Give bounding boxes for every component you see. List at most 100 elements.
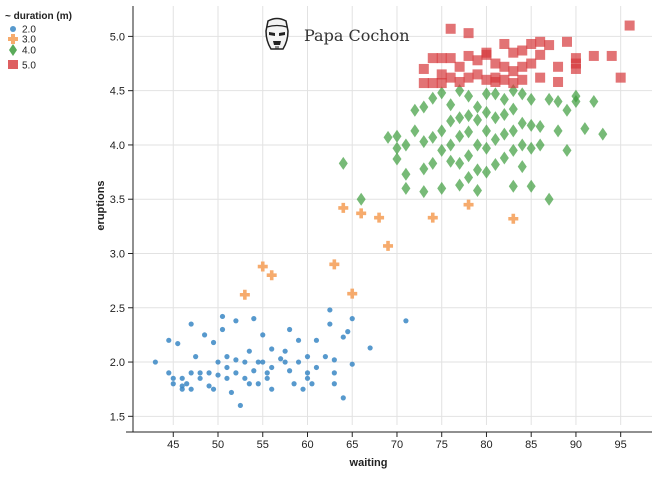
point-diamond <box>508 179 518 193</box>
point-square <box>436 53 447 64</box>
legend-label: 3.0 <box>22 35 36 46</box>
point-circle <box>264 375 270 381</box>
y-tick-label: 2.0 <box>110 357 125 369</box>
point-circle <box>251 368 257 374</box>
point-diamond <box>490 133 500 147</box>
x-tick-label: 65 <box>346 439 358 451</box>
point-diamond <box>464 171 474 185</box>
point-diamond <box>419 162 429 176</box>
point-diamond <box>508 124 518 138</box>
point-square <box>606 50 617 61</box>
point-circle <box>188 386 194 392</box>
y-axis-title: eruptions <box>95 180 107 230</box>
point-circle <box>210 386 217 392</box>
point-diamond <box>499 92 509 106</box>
point-plus <box>356 208 367 219</box>
point-circle <box>166 337 172 343</box>
point-diamond <box>419 135 429 149</box>
point-circle <box>331 357 337 363</box>
point-diamond <box>517 87 527 101</box>
point-plus <box>427 212 438 223</box>
point-square <box>517 74 528 85</box>
point-square <box>570 63 581 74</box>
point-circle <box>224 375 230 381</box>
point-diamond <box>544 92 554 106</box>
point-circle <box>175 340 181 347</box>
y-tick-label: 5.0 <box>110 31 125 43</box>
point-circle <box>331 370 337 376</box>
point-square <box>445 53 456 64</box>
x-tick-label: 90 <box>570 439 582 451</box>
point-circle <box>197 370 203 376</box>
point-diamond <box>428 130 438 144</box>
point-diamond <box>401 138 411 152</box>
point-circle <box>255 381 261 387</box>
point-square <box>561 36 572 47</box>
point-diamond <box>455 156 465 170</box>
legend-entry-5: 5.0 <box>8 60 36 72</box>
point-square <box>508 78 519 89</box>
point-diamond <box>428 91 438 105</box>
data-points <box>152 20 635 409</box>
point-diamond <box>499 108 509 122</box>
legend-label: 4.0 <box>22 46 36 57</box>
point-diamond <box>517 116 527 130</box>
point-circle <box>304 375 311 381</box>
point-circle <box>295 359 302 365</box>
point-circle <box>291 381 297 387</box>
point-plus <box>239 289 250 300</box>
x-tick-label: 95 <box>615 439 627 451</box>
x-tick-label: 75 <box>436 439 448 451</box>
y-tick-label: 3.0 <box>110 248 125 260</box>
point-square <box>535 72 546 83</box>
point-circle <box>193 354 199 360</box>
point-square <box>463 28 474 39</box>
axes: 45 50 55 60 65 70 75 80 85 90 95 1.5 2.0 2.5 3.0 3.5 4.0… <box>95 6 652 469</box>
point-plus <box>257 261 268 272</box>
point-diamond <box>392 141 402 155</box>
point-circle <box>228 389 235 396</box>
point-circle <box>206 370 212 376</box>
point-circle <box>260 332 266 338</box>
point-diamond <box>464 149 474 163</box>
brand-watermark: Papa Cochon <box>265 17 410 50</box>
point-diamond <box>544 192 554 206</box>
point-diamond <box>535 119 545 133</box>
point-circle <box>215 372 221 378</box>
point-diamond <box>490 111 500 125</box>
point-diamond <box>473 184 483 198</box>
point-circle <box>233 370 239 376</box>
point-circle <box>246 381 252 387</box>
point-square <box>499 74 510 85</box>
point-square <box>472 69 483 80</box>
point-square <box>570 58 581 69</box>
point-diamond <box>517 138 527 152</box>
point-circle <box>179 386 185 392</box>
point-diamond <box>437 143 447 157</box>
y-tick-label: 2.5 <box>110 303 125 315</box>
point-square <box>445 23 456 34</box>
point-circle <box>269 386 275 392</box>
point-square <box>418 78 429 89</box>
point-circle <box>170 381 176 387</box>
point-square <box>427 53 438 64</box>
point-circle <box>322 354 328 360</box>
point-diamond <box>481 105 491 119</box>
point-square <box>481 49 492 60</box>
point-circle <box>269 346 275 352</box>
point-square <box>624 20 635 31</box>
point-square <box>526 38 537 49</box>
point-circle <box>224 364 230 371</box>
point-square <box>570 53 581 64</box>
legend-marker-diamond <box>9 44 17 56</box>
point-diamond <box>562 143 572 157</box>
point-diamond <box>481 141 491 155</box>
point-diamond <box>535 138 545 152</box>
point-circle <box>166 370 172 376</box>
point-square <box>517 61 528 72</box>
point-diamond <box>481 165 491 179</box>
point-diamond <box>410 103 420 117</box>
y-tick-label: 4.5 <box>110 86 125 98</box>
legend-entry-4: 4.0 <box>9 44 36 57</box>
